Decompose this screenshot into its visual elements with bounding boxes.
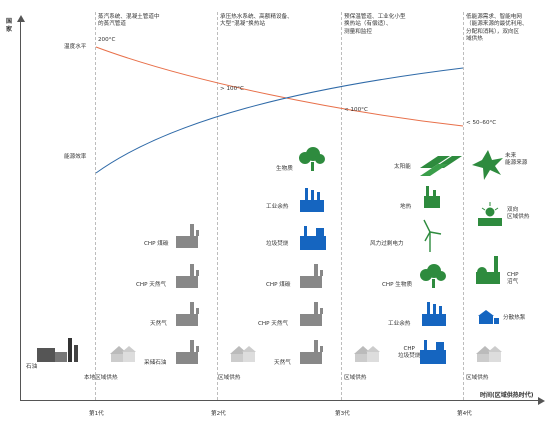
gen1-label: 第1代 bbox=[89, 411, 104, 417]
wind-turbine-icon bbox=[423, 219, 442, 252]
gen4-output-2: 双向 区域供热 bbox=[507, 207, 530, 221]
temp-gen2: > 100°C bbox=[220, 86, 244, 92]
sun-icon bbox=[478, 202, 502, 226]
y-axis bbox=[20, 22, 22, 401]
gen1-divider bbox=[95, 12, 96, 400]
gen1-description: 蒸汽系统、混凝土管道中 的蒸汽管道 bbox=[98, 14, 160, 28]
temp-level-label: 温度水平 bbox=[64, 44, 87, 50]
heat-pump-icon bbox=[478, 310, 499, 324]
gen3-source-4: CHP 煤碳 bbox=[266, 282, 291, 288]
gen2-label: 第2代 bbox=[211, 411, 226, 417]
gen2-source-1: CHP 煤碳 bbox=[144, 241, 169, 247]
gen3-output-label: 区域供热 bbox=[344, 375, 367, 381]
gen4-source-6: CHP 垃圾焚烧 bbox=[398, 346, 421, 360]
gen2-source-2: CHP 天然气 bbox=[136, 282, 167, 288]
gen1-source-label: 石油 bbox=[26, 364, 38, 370]
factory-icon bbox=[300, 264, 323, 288]
factory-icon bbox=[476, 256, 500, 284]
gen4-source-2: 地热 bbox=[400, 204, 412, 210]
gen2-output-label: 区域供热 bbox=[218, 375, 241, 381]
y-axis-arrow bbox=[17, 15, 25, 22]
factory-icon bbox=[176, 340, 199, 364]
gen4-source-5: 工业余热 bbox=[388, 321, 411, 327]
factory-icon bbox=[420, 340, 446, 364]
factory-icon bbox=[300, 226, 326, 250]
factory-icon bbox=[300, 340, 323, 364]
gen3-label: 第3代 bbox=[335, 411, 350, 417]
gen4-description: 低能源需求、智能电网 （能源来源的最优利用、 分配和消耗），双向区 域供热 bbox=[466, 14, 528, 43]
gen4-source-1: 太阳能 bbox=[394, 164, 411, 170]
temp-gen4: < 50–60°C bbox=[466, 120, 497, 126]
gen2-divider bbox=[217, 12, 218, 400]
x-axis-label: 时间(区域供热时代) bbox=[480, 392, 534, 399]
gen3-source-2: 工业余热 bbox=[266, 204, 289, 210]
geothermal-icon bbox=[424, 186, 440, 208]
x-axis-arrow bbox=[538, 397, 545, 405]
temp-gen3: < 100°C bbox=[344, 107, 368, 113]
gen3-description: 预保温管道、工业化小型 换热站（有偿适）、 测量和监控 bbox=[344, 14, 406, 35]
gen4-label: 第4代 bbox=[457, 411, 472, 417]
gen2-description: 承压热水系统、高额精设备、 大型“混凝”换热站 bbox=[220, 14, 293, 28]
tree-icon bbox=[420, 264, 446, 288]
gen4-output-1: 未来 能源来源 bbox=[505, 153, 528, 167]
solar-panel-icon bbox=[420, 156, 462, 176]
tree-icon bbox=[299, 147, 325, 171]
efficiency-curve bbox=[95, 67, 464, 174]
gen3-source-5: CHP 天然气 bbox=[258, 321, 289, 327]
gen3-divider bbox=[341, 12, 342, 400]
factory-icon bbox=[300, 302, 323, 326]
factory-icon bbox=[300, 188, 324, 212]
gen3-source-3: 垃圾焚烧 bbox=[266, 241, 289, 247]
gen3-source-6: 天然气 bbox=[274, 360, 291, 366]
x-axis bbox=[20, 400, 540, 402]
gen4-output-4: 分散热泵 bbox=[503, 315, 526, 321]
gen4-output-3: CHP 沼气 bbox=[507, 272, 519, 286]
gen1-output-label: 本地区域供热 bbox=[84, 375, 118, 381]
gen3-source-1: 生物质 bbox=[276, 166, 293, 172]
energy-eff-label: 能源效率 bbox=[64, 154, 87, 160]
gen4-source-4: CHP 生物质 bbox=[382, 282, 413, 288]
temp-gen1: 200°C bbox=[98, 37, 116, 43]
factory-icon bbox=[422, 302, 446, 326]
temperature-curve bbox=[95, 46, 464, 127]
gen2-source-4: 采储石油 bbox=[144, 360, 167, 366]
factory-icon bbox=[176, 302, 199, 326]
factory-icon bbox=[176, 264, 199, 288]
gen4-source-3: 风力过剩电力 bbox=[370, 241, 404, 247]
gen2-source-3: 天然气 bbox=[150, 321, 167, 327]
star-burst-icon bbox=[472, 150, 503, 180]
factory-icon bbox=[176, 224, 199, 248]
gen4-output-label: 区域供热 bbox=[466, 375, 489, 381]
y-axis-label: 国家 bbox=[6, 18, 13, 33]
gen4-divider bbox=[463, 12, 464, 400]
